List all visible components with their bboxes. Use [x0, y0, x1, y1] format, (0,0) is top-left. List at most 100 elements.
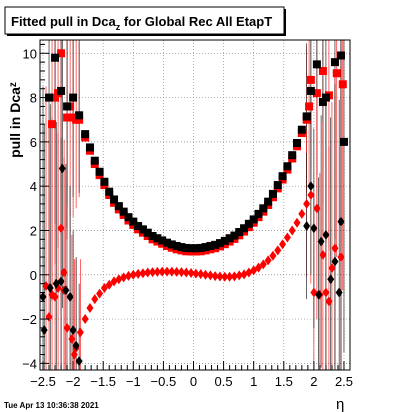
diamond-marker	[39, 291, 47, 302]
square-marker	[129, 217, 138, 226]
square-marker	[124, 213, 133, 222]
diamond-marker	[91, 294, 99, 305]
diamond-marker	[307, 181, 315, 192]
diamond-marker	[279, 239, 287, 250]
square-marker	[330, 58, 339, 67]
diamond-marker	[124, 270, 132, 281]
square-marker	[249, 215, 258, 224]
diamond-marker	[325, 296, 333, 307]
timestamp: Tue Apr 13 10:36:38 2021	[4, 401, 99, 410]
diamond-marker	[221, 271, 229, 282]
square-marker	[172, 241, 181, 250]
square-marker	[153, 234, 162, 243]
diamond-marker	[337, 252, 345, 263]
square-marker	[278, 172, 287, 181]
diamond-marker	[269, 250, 277, 261]
diamond-marker	[69, 325, 77, 336]
square-marker	[177, 243, 186, 252]
diamond-marker	[153, 266, 161, 277]
y-tick-label: 6	[30, 135, 37, 150]
square-marker	[312, 89, 321, 98]
square-marker	[57, 49, 66, 58]
square-marker	[201, 243, 210, 252]
diamond-marker	[206, 270, 214, 281]
square-marker	[75, 111, 84, 120]
diamond-marker	[283, 232, 291, 243]
diamond-marker	[168, 266, 176, 277]
x-tick-label: −1.5	[90, 374, 116, 389]
diamond-marker	[81, 314, 89, 325]
diamond-marker	[70, 349, 78, 360]
chart-title: Fitted pull in Dcaz for Global Rec All E…	[11, 14, 272, 32]
diamond-marker	[75, 356, 83, 367]
diamond-marker	[310, 223, 318, 234]
square-marker	[187, 244, 196, 253]
square-marker	[302, 112, 311, 121]
diamond-marker	[288, 225, 296, 236]
square-marker	[230, 231, 239, 240]
square-marker	[244, 219, 253, 228]
x-tick-label: −1	[126, 374, 141, 389]
x-tick-label: 1	[250, 374, 257, 389]
diamond-marker	[68, 333, 76, 344]
square-marker	[259, 204, 268, 213]
diamond-marker	[120, 272, 128, 283]
square-marker	[312, 60, 321, 69]
diamond-marker	[255, 262, 263, 273]
diamond-marker	[158, 266, 166, 277]
diamond-marker	[216, 271, 224, 282]
square-marker	[268, 189, 277, 198]
square-marker	[167, 240, 176, 249]
diamond-marker	[335, 287, 343, 298]
square-marker	[332, 69, 341, 78]
square-marker	[85, 143, 94, 152]
square-marker	[305, 102, 314, 111]
x-tick-label: −2	[66, 374, 81, 389]
x-tick-label: 0	[190, 374, 197, 389]
square-marker	[273, 181, 282, 190]
x-tick-label: 2.5	[335, 374, 353, 389]
square-marker	[163, 238, 172, 247]
diamond-marker	[134, 268, 142, 279]
square-marker	[318, 67, 327, 76]
square-marker	[283, 162, 292, 171]
diamond-marker	[259, 259, 267, 270]
square-marker	[215, 239, 224, 248]
diamond-marker	[60, 267, 68, 278]
chart-title-box	[4, 6, 285, 35]
square-marker	[134, 222, 143, 231]
diamond-marker	[315, 289, 323, 300]
square-marker	[158, 236, 167, 245]
y-tick-label: 0	[30, 268, 37, 283]
diamond-marker	[211, 271, 219, 282]
diamond-marker	[337, 216, 345, 227]
x-tick-label: −2.5	[30, 374, 56, 389]
diamond-marker	[139, 268, 147, 279]
diamond-marker	[86, 302, 94, 313]
diamond-marker	[58, 163, 66, 174]
square-marker	[63, 102, 72, 111]
diamond-marker	[129, 269, 137, 280]
square-marker	[336, 51, 345, 60]
plot-background	[40, 40, 350, 370]
diamond-marker	[62, 285, 70, 296]
diamond-marker	[115, 274, 123, 285]
diamond-marker	[274, 245, 282, 256]
diamond-marker	[264, 255, 272, 266]
square-marker	[143, 228, 152, 237]
y-tick-label: 10	[23, 46, 37, 61]
square-marker	[297, 125, 306, 134]
square-marker	[240, 224, 249, 233]
diamond-marker	[173, 266, 181, 277]
diamond-marker	[303, 221, 311, 232]
square-marker	[220, 236, 229, 245]
diamond-marker	[144, 267, 152, 278]
diamond-marker	[100, 283, 108, 294]
square-marker	[321, 93, 330, 102]
diamond-marker	[57, 223, 65, 234]
square-marker	[288, 151, 297, 160]
square-marker	[57, 86, 66, 95]
square-marker	[51, 53, 60, 62]
diamond-marker	[307, 190, 315, 201]
diamond-marker	[322, 287, 330, 298]
